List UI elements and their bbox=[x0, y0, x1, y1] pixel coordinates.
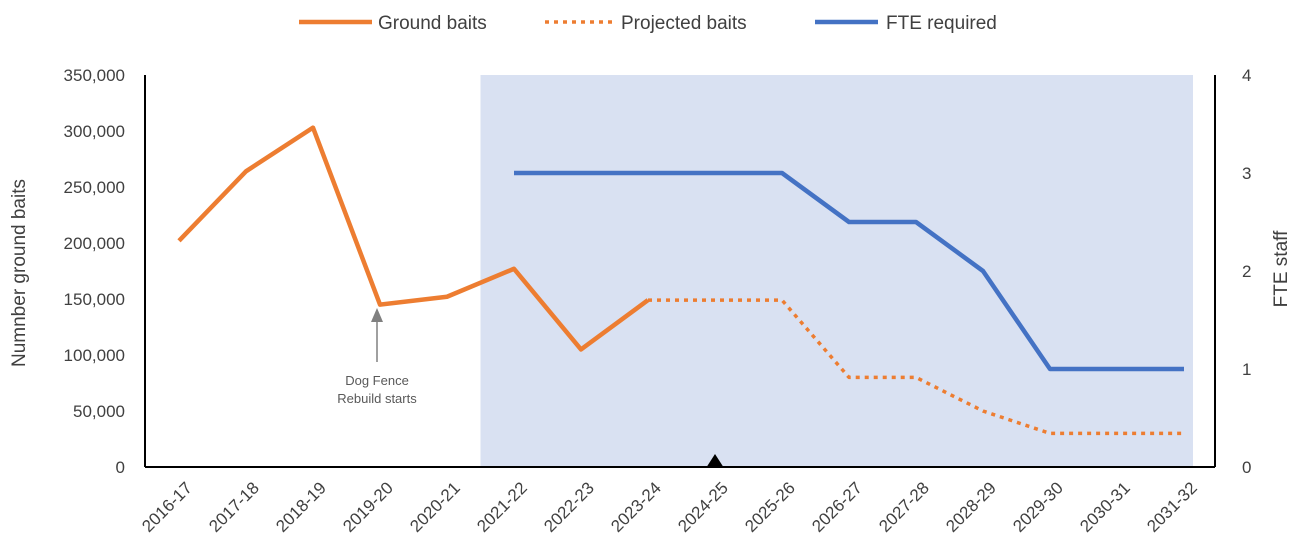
shaded-projection-region bbox=[480, 75, 1193, 467]
shaded-region-layer bbox=[480, 75, 1193, 467]
x-tick-label: 2027-28 bbox=[875, 478, 933, 536]
y2-tick-label: 0 bbox=[1242, 458, 1251, 477]
x-tick-label: 2029-30 bbox=[1009, 478, 1067, 536]
y2-tick-label: 4 bbox=[1242, 66, 1251, 85]
x-tick-label: 2025-26 bbox=[741, 478, 799, 536]
legend-label-2: Projected baits bbox=[621, 13, 747, 34]
y2-tick-label: 3 bbox=[1242, 164, 1251, 183]
y-axis-title: Numnber ground baits bbox=[9, 179, 30, 367]
x-tick-label: 2031-32 bbox=[1143, 478, 1201, 536]
annotation-arrowhead bbox=[371, 308, 383, 322]
y-tick-label: 0 bbox=[116, 458, 125, 477]
x-tick-label: 2018-19 bbox=[272, 478, 330, 536]
x-tick-label: 2028-29 bbox=[942, 478, 1000, 536]
y2-tick-label: 1 bbox=[1242, 360, 1251, 379]
annotation-text: Rebuild starts bbox=[337, 391, 417, 406]
series-layer bbox=[177, 125, 1184, 468]
legend-label-3: FTE required bbox=[886, 13, 997, 34]
x-tick-label: 2016-17 bbox=[138, 478, 196, 536]
y2-tick-label: 2 bbox=[1242, 262, 1251, 281]
legend: Ground baits Projected baits FTE required bbox=[299, 13, 997, 34]
x-tick-label: 2026-27 bbox=[808, 478, 866, 536]
y2-axis-title: FTE staff bbox=[1271, 230, 1292, 307]
x-tick-label: 2023-24 bbox=[607, 478, 665, 536]
annotation-text: Dog Fence bbox=[345, 373, 409, 388]
y-tick-label: 350,000 bbox=[64, 66, 125, 85]
marker-triangle bbox=[706, 454, 724, 468]
x-tick-label: 2019-20 bbox=[339, 478, 397, 536]
y-tick-label: 250,000 bbox=[64, 178, 125, 197]
series-line-1 bbox=[177, 125, 650, 352]
y-tick-label: 100,000 bbox=[64, 346, 125, 365]
series-line-3 bbox=[514, 170, 1184, 372]
x-tick-label: 2017-18 bbox=[205, 478, 263, 536]
y-tick-label: 150,000 bbox=[64, 290, 125, 309]
legend-label-1: Ground baits bbox=[378, 13, 487, 34]
x-tick-label: 2030-31 bbox=[1076, 478, 1134, 536]
y-tick-label: 200,000 bbox=[64, 234, 125, 253]
x-tick-label: 2021-22 bbox=[473, 478, 531, 536]
annotation-layer: Dog Fence Rebuild starts bbox=[337, 308, 417, 406]
y-tick-label: 300,000 bbox=[64, 122, 125, 141]
x-tick-label: 2020-21 bbox=[406, 478, 464, 536]
x-tick-label: 2022-23 bbox=[540, 478, 598, 536]
x-tick-label: 2024-25 bbox=[674, 478, 732, 536]
y-tick-label: 50,000 bbox=[73, 402, 125, 421]
